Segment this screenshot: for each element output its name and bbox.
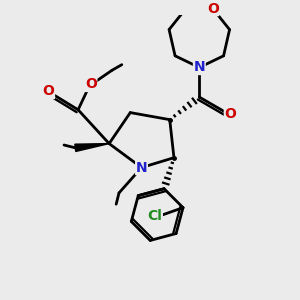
Polygon shape — [75, 144, 109, 152]
Text: O: O — [224, 107, 236, 121]
Text: N: N — [136, 160, 147, 175]
Text: O: O — [207, 2, 219, 16]
Text: O: O — [85, 77, 97, 92]
Text: N: N — [194, 61, 205, 74]
Text: Cl: Cl — [147, 209, 162, 223]
Text: O: O — [43, 85, 55, 98]
